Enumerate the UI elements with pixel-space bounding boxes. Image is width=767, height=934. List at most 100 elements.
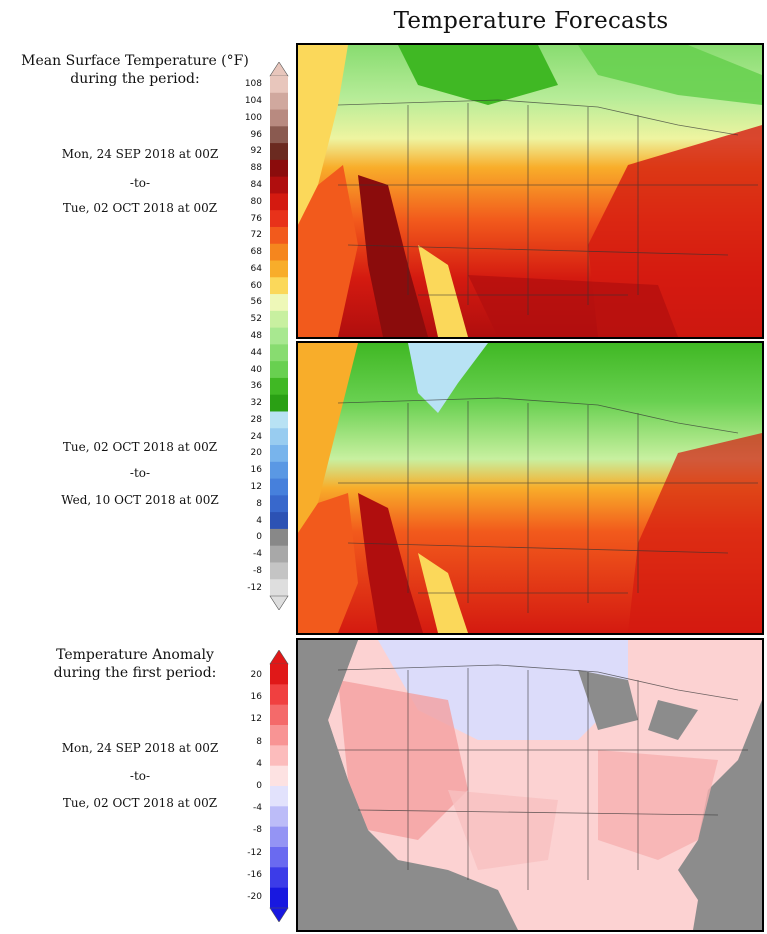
temp-colorbar-swatch	[270, 394, 288, 412]
temp-colorbar-tick-label: 52	[250, 314, 262, 325]
temp-colorbar-tick-label: 64	[250, 263, 262, 274]
temp-colorbar-swatch	[270, 176, 288, 194]
temp-colorbar-tick-label: 72	[250, 230, 262, 241]
temp-colorbar-tick-label: 108	[244, 79, 262, 90]
temp-colorbar-swatch	[270, 327, 288, 345]
anom-colorbar-tick-label: -20	[247, 891, 262, 902]
temp-colorbar-swatch	[270, 109, 288, 127]
temp-colorbar-swatch	[270, 579, 288, 597]
anom-colorbar-tick-label: -4	[253, 803, 262, 814]
temp-colorbar-swatch	[270, 528, 288, 547]
anom-colorbar-swatch	[270, 847, 288, 868]
temp-colorbar-swatch	[270, 361, 288, 379]
period2-end: Wed, 10 OCT 2018 at 00Z	[61, 493, 219, 507]
period3-sep: -to-	[129, 769, 151, 783]
temperature-anomaly-map	[298, 640, 762, 930]
temp-colorbar-swatch	[270, 226, 288, 245]
mean-temperature-map-week1	[298, 45, 762, 337]
temp-colorbar-tick-label: 40	[250, 364, 262, 375]
anom-colorbar-swatch	[270, 765, 288, 787]
temp-colorbar-tick-label: 12	[250, 481, 262, 492]
anom-colorbar-tick-label: 16	[250, 692, 262, 703]
anom-colorbar-swatch	[270, 867, 288, 889]
map-panel-week1	[296, 43, 764, 339]
temp-colorbar-tick-label: 8	[256, 498, 262, 509]
temp-colorbar-swatch	[270, 377, 288, 396]
temp-colorbar-tick-label: 4	[256, 515, 262, 526]
page-title: Temperature Forecasts	[393, 8, 669, 34]
temp-colorbar-swatch	[270, 76, 288, 94]
anom-colorbar-swatch	[270, 887, 288, 909]
temp-colorbar-tick-label: 0	[256, 532, 262, 543]
temp-colorbar-top-arrow	[269, 62, 289, 77]
temp-colorbar-tick-label: 76	[250, 213, 262, 224]
temp-colorbar-swatch	[270, 260, 288, 278]
temp-colorbar-tick-label: 28	[250, 414, 262, 425]
temp-colorbar-swatch	[270, 143, 288, 161]
anom-colorbar-swatch	[270, 786, 288, 807]
temp-colorbar-bottom-arrow	[269, 595, 289, 610]
anom-colorbar-top-arrow	[269, 650, 289, 665]
temp-colorbar-tick-label: 84	[250, 180, 262, 191]
mean-temperature-map-week2	[298, 343, 762, 633]
map-panel-anomaly	[296, 638, 764, 932]
temp-colorbar-swatch	[270, 277, 288, 295]
anom-colorbar-tick-label: 8	[256, 736, 262, 747]
anomaly-label: Temperature Anomaly during the first per…	[10, 646, 260, 682]
temp-colorbar-swatch	[270, 243, 288, 262]
temp-colorbar-swatch	[270, 445, 288, 463]
temp-colorbar-swatch	[270, 310, 288, 329]
period2-start: Tue, 02 OCT 2018 at 00Z	[62, 440, 218, 454]
temp-colorbar-swatch	[270, 344, 288, 362]
temp-colorbar-swatch	[270, 159, 288, 178]
period3-start: Mon, 24 SEP 2018 at 00Z	[61, 741, 219, 755]
period1-start: Mon, 24 SEP 2018 at 00Z	[61, 147, 219, 161]
temp-colorbar-tick-label: 44	[250, 347, 262, 358]
temp-colorbar-tick-label: 48	[250, 331, 262, 341]
anom-colorbar-tick-label: 4	[256, 758, 262, 769]
temp-colorbar-swatch	[270, 478, 288, 496]
temp-colorbar-swatch	[270, 294, 288, 312]
anom-colorbar-tick-label: 0	[256, 781, 262, 791]
anom-colorbar-tick-label: 20	[250, 670, 262, 681]
anom-colorbar-tick-label: 12	[250, 714, 262, 725]
anomaly-label-line2: during the first period:	[53, 665, 217, 681]
temp-colorbar-swatch	[270, 428, 288, 446]
temp-colorbar-tick-label: 68	[250, 247, 262, 258]
anom-colorbar-tick-label: -12	[247, 847, 262, 858]
anom-colorbar-tick-label: -8	[253, 825, 262, 836]
temp-colorbar-tick-label: 80	[250, 196, 262, 207]
temp-colorbar-tick-label: 92	[250, 146, 262, 157]
anomaly-colorbar-graphic	[269, 650, 289, 922]
temp-colorbar-swatch	[270, 562, 288, 580]
anom-colorbar-swatch	[270, 826, 288, 848]
period2-sep: -to-	[129, 466, 151, 480]
anomaly-colorbar	[268, 650, 290, 922]
anom-colorbar-swatch	[270, 684, 288, 706]
temp-colorbar-tick-label: 24	[250, 431, 262, 442]
anom-colorbar-swatch	[270, 806, 288, 828]
period1-sep: -to-	[129, 176, 151, 190]
temp-colorbar-swatch	[270, 545, 288, 563]
temp-colorbar-tick-label: 16	[250, 465, 262, 476]
temp-colorbar-swatch	[270, 461, 288, 480]
period1-end: Tue, 02 OCT 2018 at 00Z	[62, 201, 218, 215]
temperature-colorbar-graphic	[269, 62, 289, 610]
temp-colorbar-swatch	[270, 411, 288, 429]
temp-colorbar-tick-label: 88	[250, 163, 262, 174]
map-panel-week2	[296, 341, 764, 635]
temperature-colorbar	[268, 62, 290, 610]
temp-colorbar-tick-label: 20	[250, 448, 262, 459]
temp-colorbar-tick-label: 36	[250, 381, 262, 392]
temp-colorbar-swatch	[270, 92, 288, 111]
temp-colorbar-swatch	[270, 193, 288, 211]
anomaly-colorbar-ticks: 20 16 12 8 4 0 -4 -8 -12 -16 -20	[234, 650, 264, 922]
temp-colorbar-tick-label: 60	[250, 280, 262, 291]
anom-colorbar-swatch	[270, 745, 288, 767]
temp-colorbar-swatch	[270, 495, 288, 513]
anom-colorbar-swatch	[270, 664, 288, 685]
temp-colorbar-tick-label: -4	[253, 549, 262, 560]
temp-colorbar-tick-label: -8	[253, 565, 262, 576]
temp-colorbar-swatch	[270, 210, 288, 228]
mean-temp-label: Mean Surface Temperature (°F) during the…	[10, 52, 260, 88]
